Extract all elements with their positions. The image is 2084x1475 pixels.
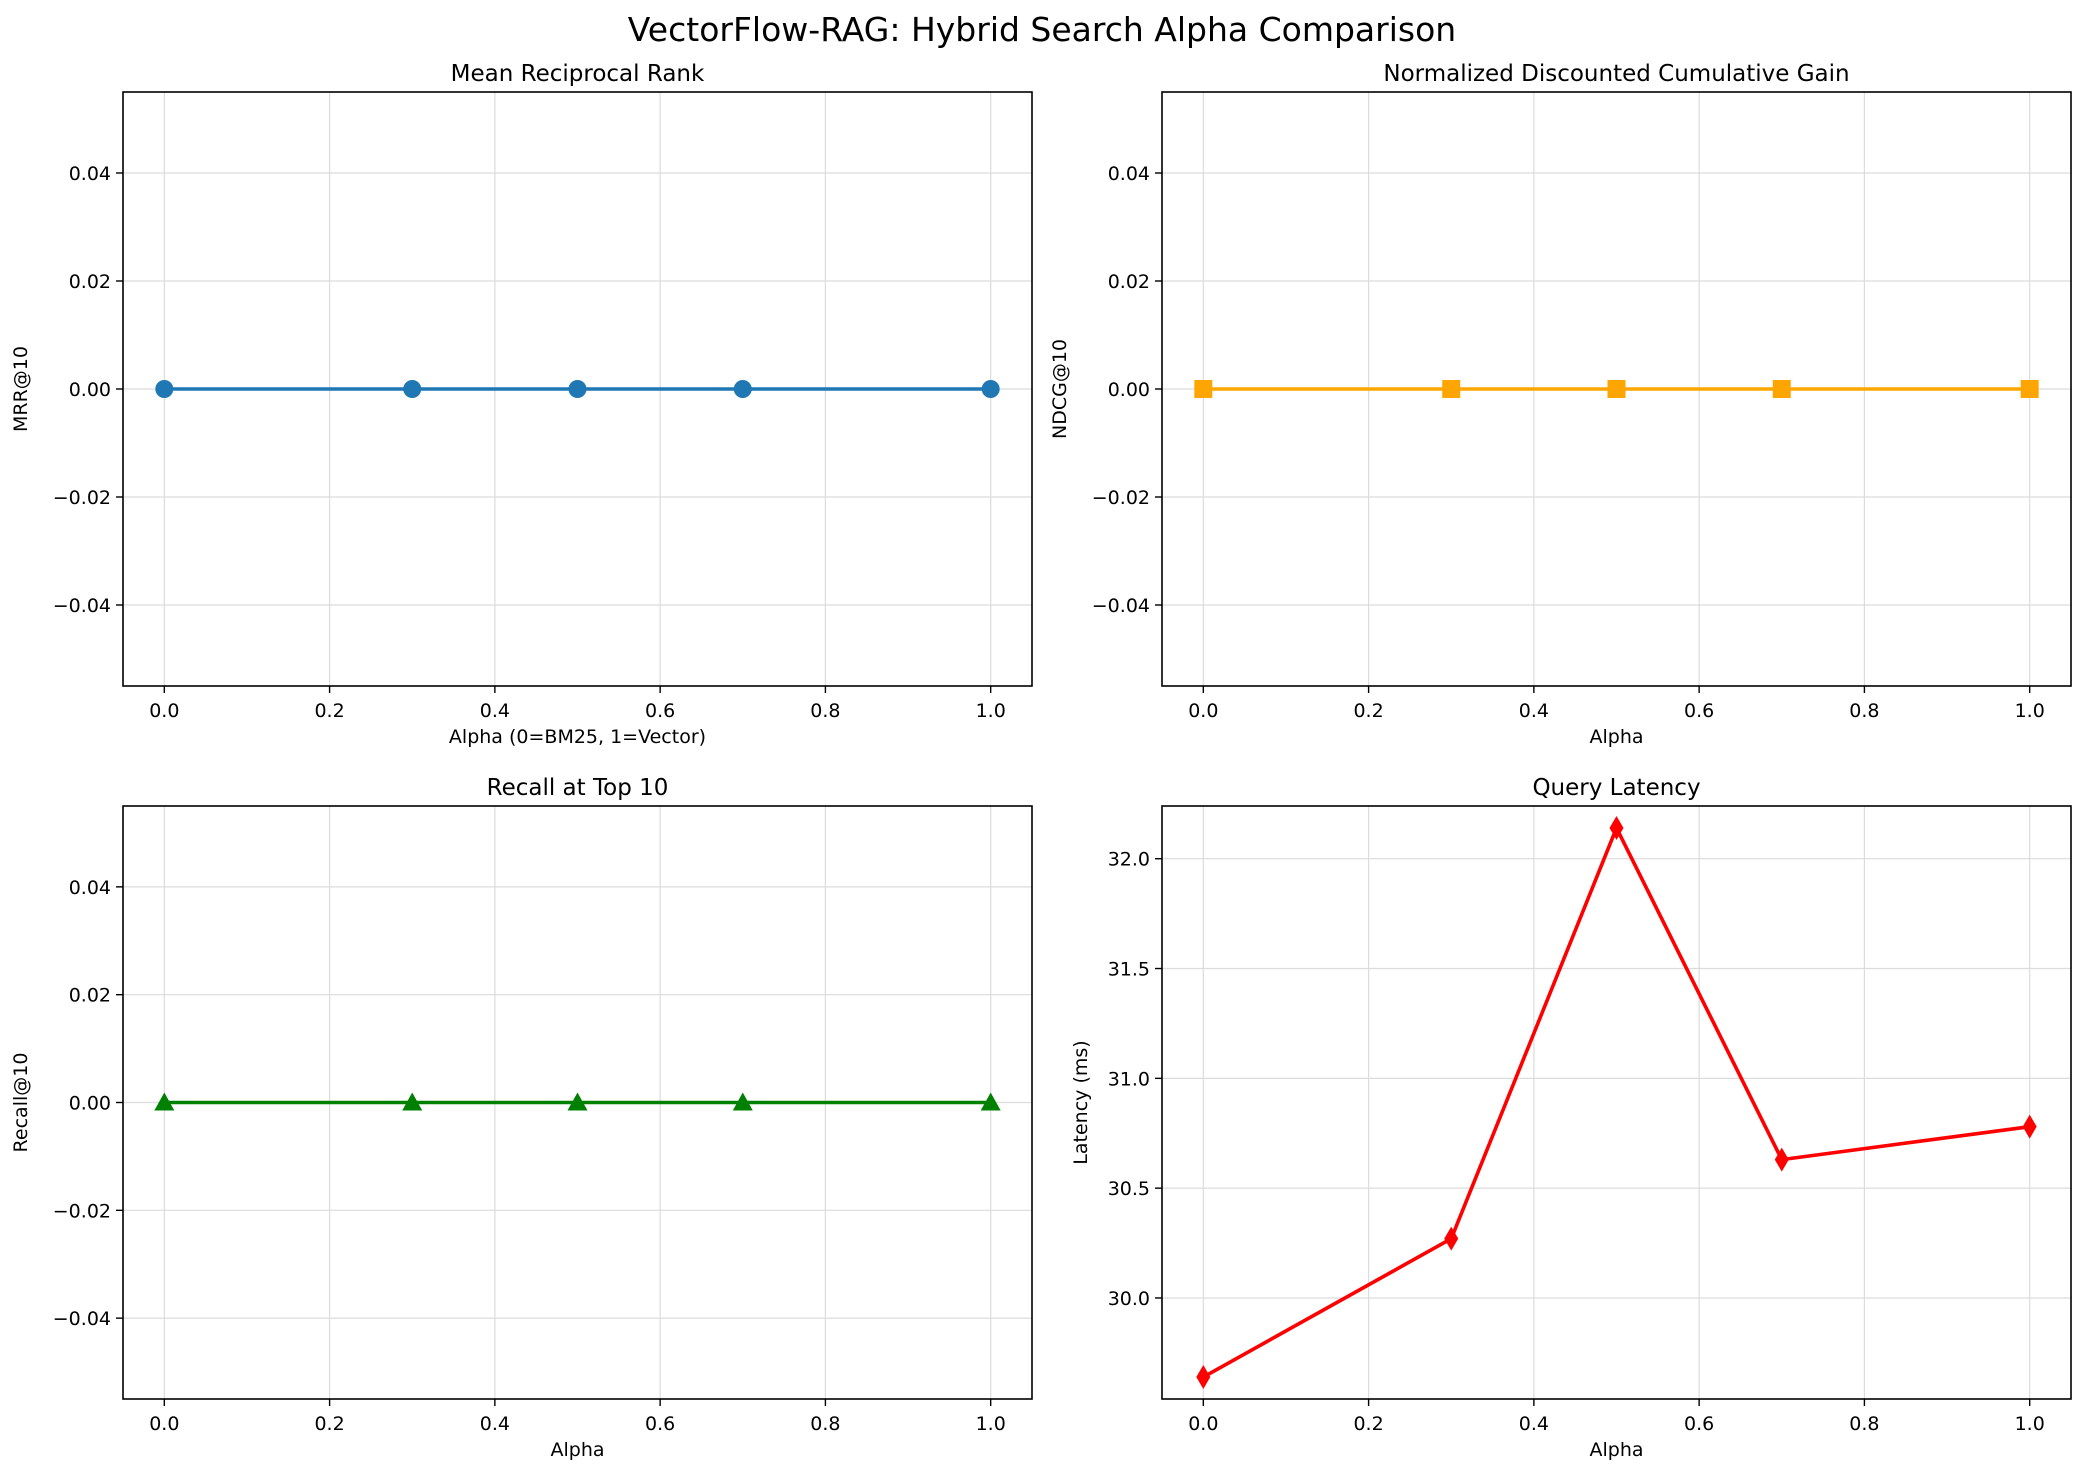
x-tick-label: 0.6	[645, 1413, 675, 1435]
data-point	[1609, 815, 1624, 840]
y-tick-label: 0.04	[69, 877, 111, 899]
data-point	[733, 380, 752, 398]
y-tick-label: 0.00	[69, 1093, 111, 1115]
y-tick-label: −0.04	[53, 1308, 111, 1330]
data-point	[1442, 380, 1461, 398]
x-axis-label: Alpha	[550, 1439, 604, 1461]
data-point	[2020, 380, 2039, 398]
y-tick-label: 30.0	[1108, 1288, 1150, 1310]
x-tick-label: 0.6	[1684, 700, 1714, 722]
y-tick-label: 32.0	[1108, 849, 1150, 871]
x-tick-label: 0.2	[314, 700, 344, 722]
x-tick-label: 0.2	[314, 1413, 344, 1435]
series-line	[1202, 826, 2030, 1379]
y-tick-label: −0.02	[53, 487, 111, 509]
x-tick-label: 0.8	[1849, 1413, 1879, 1435]
x-tick-label: 0.0	[1188, 1413, 1218, 1435]
x-tick-label: 0.0	[149, 1413, 179, 1435]
data-point	[732, 1092, 753, 1111]
data-point	[402, 1092, 423, 1111]
y-tick-label: 31.5	[1108, 959, 1150, 981]
data-point	[1772, 380, 1791, 398]
x-tick-label: 0.8	[810, 1413, 840, 1435]
y-tick-label: 0.02	[1108, 271, 1150, 293]
chart-panel-3: 0.0 0.2 0.4 0.6 0.8 1.0 −0.04 −0.02 0.00 0.02 0.04…	[10, 775, 1033, 1461]
y-tick-label: 0.02	[69, 985, 111, 1007]
x-tick-label: 0.6	[1684, 1413, 1714, 1435]
x-tick-label: 1.0	[976, 1413, 1006, 1435]
x-tick-label: 0.2	[1353, 1413, 1383, 1435]
x-tick-label: 0.4	[1519, 700, 1549, 722]
chart-panel-1: 0.0 0.2 0.4 0.6 0.8 1.0 −0.04 −0.02 0.00 0.02 0.04…	[10, 61, 1033, 748]
data-point	[1607, 380, 1626, 398]
x-axis-label: Alpha	[1589, 726, 1643, 748]
y-tick-label: 0.04	[1108, 163, 1150, 185]
data-point	[1194, 380, 1213, 398]
axes-frame	[1161, 805, 2072, 1400]
data-point	[981, 380, 1000, 398]
x-tick-label: 0.2	[1353, 700, 1383, 722]
x-tick-label: 0.8	[1849, 700, 1879, 722]
y-tick-label: 0.00	[1108, 379, 1150, 401]
data-point	[155, 380, 174, 398]
y-tick-label: 0.02	[69, 271, 111, 293]
panel-title: Normalized Discounted Cumulative Gain	[1383, 61, 1849, 87]
y-tick-label: −0.02	[1092, 487, 1150, 509]
data-point	[1444, 1226, 1459, 1251]
x-axis-label: Alpha	[1589, 1439, 1643, 1461]
data-point	[567, 1092, 588, 1111]
x-tick-label: 1.0	[2015, 700, 2045, 722]
panel-title: Recall at Top 10	[487, 775, 669, 801]
x-tick-label: 0.6	[645, 700, 675, 722]
x-tick-label: 0.4	[480, 700, 510, 722]
y-tick-label: 30.5	[1108, 1178, 1150, 1200]
panel-title: Query Latency	[1532, 775, 1700, 801]
panel-title: Mean Reciprocal Rank	[451, 61, 705, 87]
x-tick-label: 0.4	[480, 1413, 510, 1435]
chart-panel-2: 0.0 0.2 0.4 0.6 0.8 1.0 −0.04 −0.02 0.00 0.02 0.04…	[1049, 61, 2072, 748]
data-point	[568, 380, 587, 398]
data-point	[154, 1092, 175, 1111]
data-point	[1196, 1365, 1211, 1390]
data-point	[980, 1092, 1001, 1111]
y-tick-label: −0.04	[53, 595, 111, 617]
x-axis-label: Alpha (0=BM25, 1=Vector)	[449, 726, 706, 748]
data-point	[1774, 1147, 1789, 1172]
y-tick-label: 0.00	[69, 379, 111, 401]
x-tick-label: 0.8	[810, 700, 840, 722]
x-tick-label: 0.4	[1519, 1413, 1549, 1435]
chart-panel-4: 0.0 0.2 0.4 0.6 0.8 1.0 30.0 30.5 31.0 31.5 32.0 Qu…	[1070, 775, 2072, 1461]
figure-title: VectorFlow-RAG: Hybrid Search Alpha Comp…	[628, 10, 1456, 49]
y-tick-label: 0.04	[69, 163, 111, 185]
data-point	[403, 380, 422, 398]
x-tick-label: 1.0	[976, 700, 1006, 722]
x-tick-label: 0.0	[149, 700, 179, 722]
y-axis-label: Latency (ms)	[1070, 1040, 1092, 1164]
y-tick-label: −0.02	[53, 1200, 111, 1222]
y-tick-label: −0.04	[1092, 595, 1150, 617]
x-tick-label: 1.0	[2015, 1413, 2045, 1435]
y-axis-label: NDCG@10	[1049, 339, 1071, 439]
data-point	[2022, 1114, 2037, 1139]
y-tick-label: 31.0	[1108, 1068, 1150, 1090]
x-tick-label: 0.0	[1188, 700, 1218, 722]
y-axis-label: MRR@10	[10, 346, 32, 432]
y-axis-label: Recall@10	[10, 1053, 32, 1153]
